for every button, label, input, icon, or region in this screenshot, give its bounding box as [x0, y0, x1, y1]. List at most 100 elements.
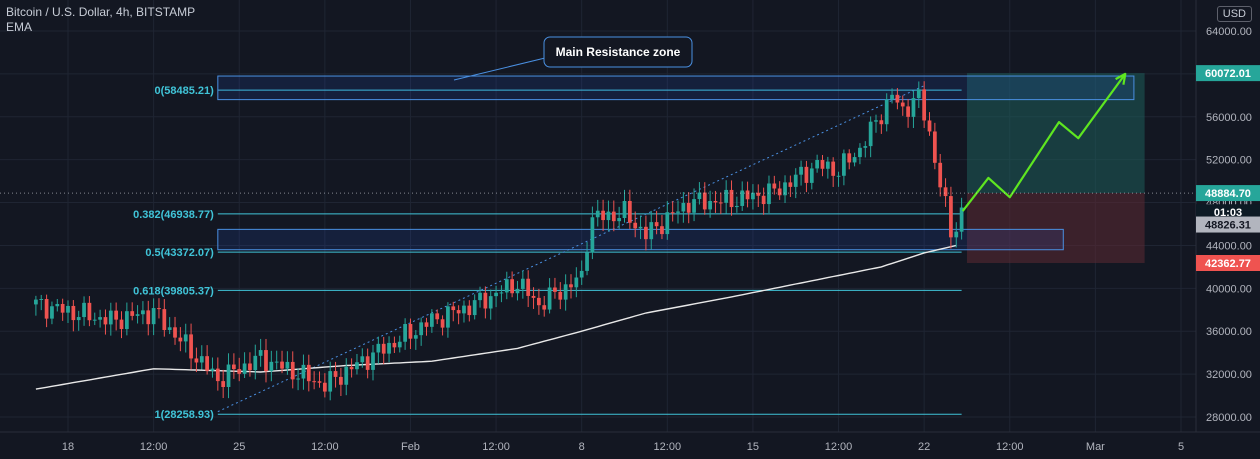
candle: [60, 298, 65, 321]
candle: [504, 271, 509, 300]
candle: [472, 294, 477, 320]
candle-body: [472, 300, 477, 316]
candle-body: [167, 327, 172, 330]
candle: [387, 336, 391, 363]
candle: [392, 336, 397, 354]
candle-body: [258, 350, 263, 356]
candle: [585, 242, 589, 276]
candle: [638, 215, 643, 240]
candle-body: [574, 277, 579, 288]
candle-body: [831, 161, 836, 176]
candle: [804, 160, 809, 193]
candle-body: [922, 89, 927, 121]
candle: [232, 353, 236, 379]
y-tick-label: 32000.00: [1206, 369, 1252, 381]
candle: [847, 149, 852, 170]
candle: [825, 156, 830, 179]
candle-body: [178, 337, 183, 342]
candle-body: [836, 175, 841, 177]
candle-body: [494, 292, 498, 297]
candle: [253, 344, 258, 380]
candle: [665, 201, 670, 240]
candle: [199, 345, 204, 370]
candle-body: [183, 334, 188, 342]
candle-body: [718, 202, 723, 204]
candle-body: [617, 218, 622, 222]
candle-body: [702, 192, 707, 210]
candle-body: [71, 305, 76, 321]
candle: [879, 114, 884, 134]
candle-body: [440, 319, 445, 328]
candle-body: [595, 210, 600, 218]
candle: [793, 168, 798, 199]
candle: [718, 192, 723, 215]
candle-body: [456, 310, 461, 314]
candle-body: [569, 284, 573, 288]
price-tag-last: [1196, 216, 1260, 233]
x-tick-label: Feb: [401, 441, 420, 453]
currency-button[interactable]: USD: [1216, 6, 1252, 22]
y-tick-label: 56000.00: [1206, 112, 1252, 124]
candle-body: [205, 356, 209, 371]
candle: [702, 182, 707, 215]
candle: [815, 154, 820, 173]
candle: [713, 190, 718, 213]
candle-body: [740, 190, 745, 206]
candle-body: [943, 187, 948, 197]
x-tick-label: 12:00: [825, 441, 853, 453]
candle-body: [531, 295, 536, 298]
candle-body: [446, 306, 450, 328]
candle: [932, 122, 937, 170]
candle-body: [499, 292, 504, 294]
candle: [248, 352, 252, 377]
candle-body: [462, 305, 466, 314]
x-tick-label: 12:00: [311, 441, 339, 453]
x-tick-label: 5: [1178, 441, 1184, 453]
candle: [911, 90, 916, 129]
candle: [622, 189, 627, 223]
candle-body: [734, 205, 739, 208]
candle-body: [451, 306, 456, 311]
candle-body: [638, 226, 643, 229]
candle: [724, 180, 729, 214]
candle: [34, 295, 38, 316]
candle-body: [387, 342, 391, 354]
candle: [836, 171, 841, 187]
candle-body: [248, 363, 252, 371]
candle-body: [520, 278, 525, 289]
candle: [264, 338, 268, 383]
candle-body: [151, 308, 156, 325]
candle-body: [215, 368, 220, 382]
candle-body: [419, 322, 424, 336]
candle: [874, 114, 878, 133]
candle-body: [729, 189, 734, 208]
candle: [242, 352, 247, 379]
candle: [467, 300, 472, 322]
candle-body: [119, 319, 124, 330]
candle: [611, 200, 616, 232]
candle: [660, 215, 664, 240]
candle-body: [884, 99, 889, 125]
x-tick-label: 15: [747, 441, 759, 453]
candle: [355, 353, 359, 375]
candle: [98, 309, 102, 328]
candle: [451, 301, 456, 322]
candle-body: [312, 381, 317, 383]
price-tag-target: [1196, 65, 1260, 82]
candle: [371, 344, 375, 381]
candle-body: [467, 305, 472, 316]
fib-level-label: 0.618(39805.37): [133, 285, 214, 297]
candle: [312, 371, 317, 390]
candle: [178, 327, 183, 352]
chart-header: Bitcoin / U.S. Dollar, 4h, BITSTAMP EMA: [6, 5, 195, 35]
candle-body: [44, 299, 49, 319]
candle-body: [654, 222, 659, 227]
candle-body: [98, 317, 102, 320]
symbol-title[interactable]: Bitcoin / U.S. Dollar, 4h, BITSTAMP: [6, 5, 196, 19]
candle: [301, 354, 306, 390]
ema-indicator-label[interactable]: EMA: [6, 20, 33, 34]
candle: [360, 348, 365, 368]
candle-body: [349, 366, 354, 370]
candle: [697, 182, 702, 205]
